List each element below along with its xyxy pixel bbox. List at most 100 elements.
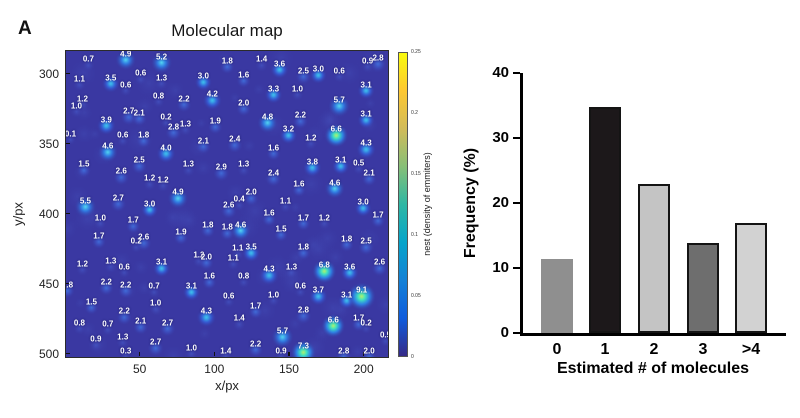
map-value-label: 1.3 [105,256,117,266]
map-value-label: 1.5 [275,224,287,234]
map-value-label: 1.3 [117,332,129,342]
map-value-label: 3.0 [144,199,156,209]
map-value-label: 1.8 [202,220,214,230]
map-value-label: 3.6 [344,262,356,272]
map-x-tick-label: 100 [204,362,225,376]
bar-2 [638,183,670,333]
map-value-label: 3.8 [306,157,318,167]
colorbar-label: nest (density of emmiters) [422,152,432,256]
map-value-label: 0.2 [130,236,142,246]
map-value-label: 1.0 [150,298,162,308]
map-value-label: 2.2 [120,280,132,290]
map-value-label: 1.5 [78,159,90,169]
map-x-tick-label: 150 [278,362,299,376]
map-x-tick-label: 50 [132,362,147,376]
map-value-label: 3.6 [273,59,286,69]
map-value-label: 2.2 [118,306,130,316]
colorbar [398,52,408,357]
map-value-label: 3.3 [267,84,280,94]
map-value-label: 1.7 [127,215,139,225]
map-value-label: 3.1 [155,257,168,267]
map-value-label: 0.7 [102,319,114,329]
map-value-label: 3.1 [185,281,197,291]
map-value-label: 1.2 [76,94,88,104]
map-value-label: 0.7 [82,54,94,64]
colorbar-tick-label: 0.15 [411,171,421,177]
map-value-label: 1.2 [157,175,169,185]
map-value-label: 2.0 [238,98,250,108]
map-value-label: 1.8 [297,242,309,252]
map-value-label: 2.8 [297,305,309,315]
bar-x-category-label: 2 [649,341,659,358]
map-y-tick-mark [66,283,70,285]
map-value-label: 1.6 [203,271,215,281]
colorbar-tick-label: 0.25 [411,49,421,55]
bar->4 [735,222,767,333]
map-value-label: 0.8 [73,318,85,328]
map-title: Molecular map [171,21,283,40]
map-value-label: 4.6 [102,141,114,151]
map-value-label: 1.2 [193,250,205,260]
map-value-label: 0.9 [362,56,374,66]
map-value-label: 2.6 [115,166,127,176]
map-value-label: 2.2 [250,339,262,349]
map-value-label: 1.6 [263,208,275,218]
map-y-tick-mark [66,353,70,355]
map-value-label: 3.5 [105,73,117,83]
map-x-axis-label: x/px [215,378,239,393]
map-value-label: 1.1 [279,196,292,206]
bar-x-category-label: >4 [741,341,761,358]
map-value-label: 4.9 [120,50,132,59]
map-value-label: 4.6 [329,178,341,188]
map-value-label: 1.4 [256,54,268,64]
map-value-label: 3.9 [100,115,112,125]
map-value-label: 0.6 [117,130,129,140]
map-value-label: 3.1 [341,290,353,300]
map-y-tick-label: 450 [38,276,59,291]
map-value-label: 1.8 [138,130,150,140]
map-value-label: 2.4 [267,168,280,178]
map-value-label: 1.4 [233,313,245,323]
bar-3 [687,243,719,333]
map-value-label: 1.3 [285,262,298,272]
molecular-map: 0.7 4.9 5.2 1.8 1.1 3.5 0.6 0.6 1.3 3.0 1.2 1.0 0.8 2… [65,50,389,358]
map-y-tick-mark [66,73,70,75]
bar-y-tick-mark [513,266,520,270]
map-x-tick-mark [139,352,141,356]
map-value-label: 1.7 [297,213,309,223]
map-value-label: 4.2 [206,89,218,99]
map-value-label: 2.0 [363,346,375,356]
map-value-label: 2.7 [123,106,135,116]
map-value-label: 0.1 [65,129,77,139]
map-value-label: 1.8 [66,280,74,290]
map-value-label: 4.0 [160,143,172,153]
map-value-label: 1.0 [267,290,280,300]
map-value-label: 1.0 [70,101,82,111]
map-value-label: 6.6 [330,124,342,134]
map-value-label: 1.3 [155,73,168,83]
map-value-label: 2.4 [229,134,241,144]
map-value-label: 1.1 [227,253,239,263]
bar-y-tick-mark [513,136,520,140]
map-value-label: 2.1 [133,108,145,118]
map-value-label: 1.5 [85,297,97,307]
map-value-label: 0.8 [153,91,165,101]
bar-1 [589,107,621,333]
map-value-label: 7.3 [297,341,309,351]
map-value-label: 0.9 [90,334,102,344]
map-value-label: 1.3 [238,159,250,169]
map-value-label: 4.3 [360,138,372,148]
map-x-tick-mark [288,352,290,356]
map-value-label: 1.0 [94,213,106,223]
map-value-label: 4.9 [172,187,184,197]
map-value-label: 1.9 [175,227,187,237]
panel-label: A [18,18,32,39]
map-value-label: 2.0 [245,187,257,197]
map-value-label: 3.1 [335,155,347,165]
map-value-label: 5.7 [276,326,289,336]
map-value-label: 1.0 [185,343,197,353]
map-value-label: 1.7 [93,231,105,241]
map-y-tick-label: 500 [38,346,59,361]
map-value-label: 2.6 [138,232,150,242]
